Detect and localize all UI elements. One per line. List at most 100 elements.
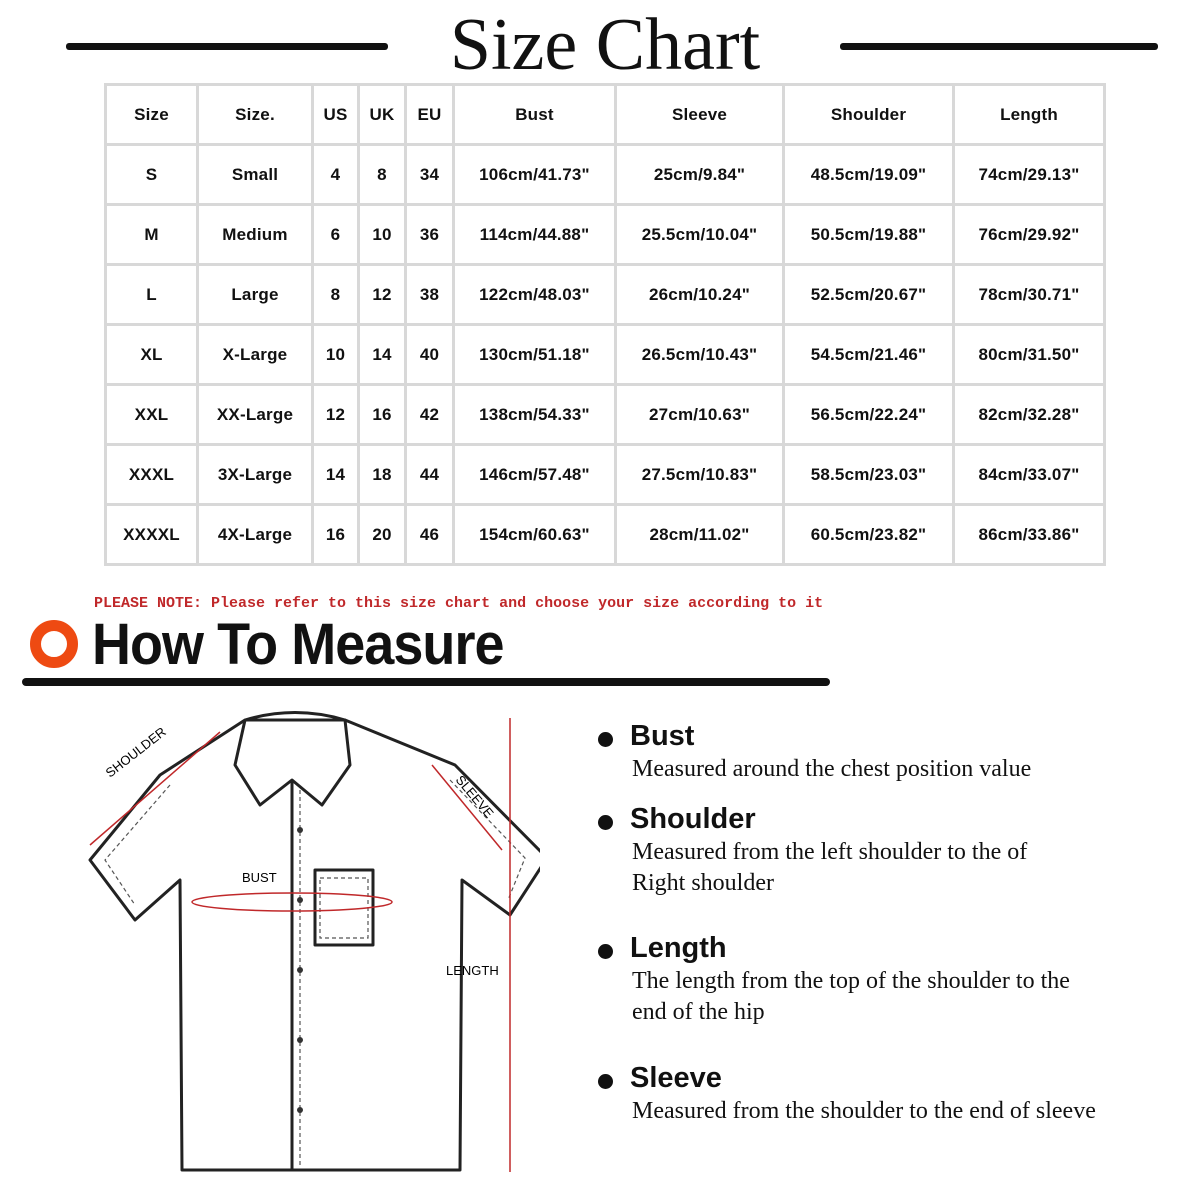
table-cell: 86cm/33.86" — [955, 506, 1103, 563]
table-cell: 138cm/54.33" — [455, 386, 614, 443]
table-cell: 25.5cm/10.04" — [617, 206, 782, 263]
measure-heading: Length — [630, 932, 727, 964]
table-cell: 154cm/60.63" — [455, 506, 614, 563]
table-cell: 74cm/29.13" — [955, 146, 1103, 203]
sleeve-arrow — [431, 764, 503, 851]
table-cell: XXXXL — [107, 506, 196, 563]
table-cell: 114cm/44.88" — [455, 206, 614, 263]
table-row: S Small 4 8 34 106cm/41.73" 25cm/9.84" 48.5cm/1… — [107, 146, 1103, 203]
table-cell: 76cm/29.92" — [955, 206, 1103, 263]
measure-description: The length from the top of the shoulder … — [632, 968, 1070, 1025]
table-cell: 10 — [360, 206, 404, 263]
table-cell: XX-Large — [199, 386, 311, 443]
table-cell: 36 — [407, 206, 452, 263]
table-cell: 106cm/41.73" — [455, 146, 614, 203]
table-cell: 146cm/57.48" — [455, 446, 614, 503]
bullet-icon — [598, 815, 613, 830]
table-cell: 14 — [314, 446, 357, 503]
table-cell: 4X-Large — [199, 506, 311, 563]
table-cell: 14 — [360, 326, 404, 383]
table-cell: 28cm/11.02" — [617, 506, 782, 563]
table-header-row: Size Size. US UK EU Bust Sleeve Shoulder Length — [107, 86, 1103, 143]
table-cell: 122cm/48.03" — [455, 266, 614, 323]
table-cell: XXXL — [107, 446, 196, 503]
table-cell: Large — [199, 266, 311, 323]
table-cell: Small — [199, 146, 311, 203]
measure-heading: Bust — [630, 720, 695, 752]
column-header: Size — [107, 86, 196, 143]
bust-arrow — [191, 892, 393, 912]
table-cell: M — [107, 206, 196, 263]
table-cell: 80cm/31.50" — [955, 326, 1103, 383]
table-cell: 4 — [314, 146, 357, 203]
table-cell: 42 — [407, 386, 452, 443]
table-cell: 40 — [407, 326, 452, 383]
column-header: UK — [360, 86, 404, 143]
bullet-icon — [598, 732, 613, 747]
table-cell: 8 — [314, 266, 357, 323]
shoulder-arrow — [89, 731, 221, 846]
table-cell: XXL — [107, 386, 196, 443]
table-row: XXXL 3X-Large 14 18 44 146cm/57.48" 27.5cm/10.… — [107, 446, 1103, 503]
bullet-icon — [598, 1074, 613, 1089]
table-cell: 6 — [314, 206, 357, 263]
measure-heading: Sleeve — [630, 1062, 722, 1094]
table-cell: 38 — [407, 266, 452, 323]
table-cell: Medium — [199, 206, 311, 263]
table-cell: 10 — [314, 326, 357, 383]
column-header: Bust — [455, 86, 614, 143]
table-cell: 3X-Large — [199, 446, 311, 503]
length-label: LENGTH — [446, 963, 499, 978]
column-header: EU — [407, 86, 452, 143]
sleeve-label: SLEEVE — [453, 772, 497, 821]
page-title: Size Chart — [449, 4, 761, 86]
measure-description: Measured around the chest position value — [632, 756, 1032, 782]
table-cell: L — [107, 266, 196, 323]
table-cell: 82cm/32.28" — [955, 386, 1103, 443]
table-cell: 44 — [407, 446, 452, 503]
table-cell: 8 — [360, 146, 404, 203]
table-cell: 25cm/9.84" — [617, 146, 782, 203]
column-header: Sleeve — [617, 86, 782, 143]
measure-description: Measured from the shoulder to the end of… — [632, 1098, 1096, 1124]
shirt-outline — [88, 718, 540, 1172]
table-cell: 34 — [407, 146, 452, 203]
table-row: XXXXL 4X-Large 16 20 46 154cm/60.63" 28cm/11.0… — [107, 506, 1103, 563]
table-cell: 16 — [360, 386, 404, 443]
table-cell: 52.5cm/20.67" — [785, 266, 952, 323]
measure-heading: Shoulder — [630, 803, 756, 835]
section-title: How To Measure — [92, 612, 505, 677]
measure-description: Measured from the left shoulder to the o… — [632, 839, 1028, 896]
shirt-diagram: SHOULDER SLEEVE BUST LENGTH — [88, 711, 540, 1172]
column-header: Size. — [199, 86, 311, 143]
table-cell: 20 — [360, 506, 404, 563]
bust-label: BUST — [242, 870, 277, 885]
table-cell: 56.5cm/22.24" — [785, 386, 952, 443]
table-cell: 130cm/51.18" — [455, 326, 614, 383]
bullet-icon — [598, 944, 613, 959]
table-cell: 26.5cm/10.43" — [617, 326, 782, 383]
size-table: Size Size. US UK EU Bust Sleeve Shoulder Length … — [104, 83, 1106, 566]
table-cell: 50.5cm/19.88" — [785, 206, 952, 263]
shoulder-label: SHOULDER — [103, 724, 169, 780]
table-cell: 12 — [314, 386, 357, 443]
column-header: US — [314, 86, 357, 143]
table-cell: XL — [107, 326, 196, 383]
column-header: Length — [955, 86, 1103, 143]
table-cell: 84cm/33.07" — [955, 446, 1103, 503]
table-cell: 27cm/10.63" — [617, 386, 782, 443]
table-cell: S — [107, 146, 196, 203]
table-cell: 48.5cm/19.09" — [785, 146, 952, 203]
table-row: M Medium 6 10 36 114cm/44.88" 25.5cm/10.04" 50.… — [107, 206, 1103, 263]
column-header: Shoulder — [785, 86, 952, 143]
table-cell: 54.5cm/21.46" — [785, 326, 952, 383]
section-rule — [22, 678, 830, 686]
table-cell: 58.5cm/23.03" — [785, 446, 952, 503]
table-cell: 16 — [314, 506, 357, 563]
title-rule-right — [840, 43, 1158, 50]
table-cell: 46 — [407, 506, 452, 563]
ring-icon — [30, 620, 78, 668]
table-cell: 78cm/30.71" — [955, 266, 1103, 323]
shirt-collar — [233, 711, 352, 807]
table-row: XL X-Large 10 14 40 130cm/51.18" 26.5cm/10.43"… — [107, 326, 1103, 383]
